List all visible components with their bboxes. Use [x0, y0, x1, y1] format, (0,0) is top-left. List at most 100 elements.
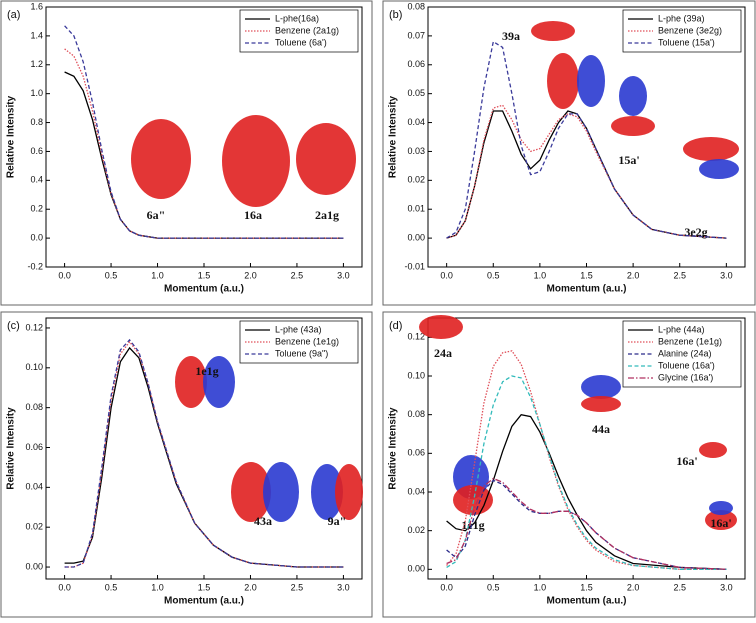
- orbital: [577, 55, 605, 107]
- x-tick-label: 0.0: [58, 270, 71, 280]
- orbital: [709, 501, 733, 515]
- x-tick-label: 2.0: [627, 582, 640, 592]
- panel-frame: [0, 0, 373, 306]
- orbital: [296, 123, 356, 195]
- legend-label: Benzene (2a1g): [275, 25, 339, 35]
- x-tick-label: 3.0: [337, 582, 350, 592]
- orbital-label: 24a: [434, 346, 452, 360]
- series-line: [64, 338, 344, 568]
- orbital: [699, 159, 739, 179]
- orbital-label: 2a1g: [315, 208, 339, 222]
- panel-label: (a): [7, 9, 20, 21]
- orbital: [705, 510, 737, 530]
- series-line: [64, 48, 344, 239]
- x-tick-label: 0.0: [440, 582, 453, 592]
- orbital: [581, 375, 621, 399]
- orbital: [547, 53, 579, 109]
- y-tick-label: 0.01: [407, 204, 425, 214]
- legend-box: [239, 9, 359, 53]
- x-tick-label: 1.0: [151, 582, 164, 592]
- y-axis-label: Relative Intensity: [388, 95, 399, 178]
- x-tick-label: 2.5: [291, 270, 304, 280]
- x-tick-label: 2.0: [244, 270, 257, 280]
- y-tick-label: 0.4: [30, 175, 43, 185]
- orbital: [453, 485, 493, 515]
- y-tick-label: 0.02: [407, 525, 425, 535]
- x-axis-label: Momentum (a.u.): [547, 596, 627, 607]
- y-tick-label: 1.0: [30, 88, 43, 98]
- orbital-label: 9a": [328, 514, 347, 528]
- orbital-label: 16a: [244, 208, 262, 222]
- legend-box: [622, 9, 742, 53]
- y-tick-label: 0.00: [407, 232, 425, 242]
- y-axis-label: Relative Intensity: [6, 95, 17, 178]
- orbital-label: 6a": [147, 208, 166, 222]
- orbital: [683, 137, 739, 161]
- orbital: [419, 315, 463, 339]
- orbital: [231, 462, 271, 522]
- x-tick-label: 1.0: [151, 270, 164, 280]
- y-axis-label: Relative Intensity: [388, 407, 399, 490]
- y-tick-label: 0.08: [25, 402, 43, 412]
- orbital: [311, 464, 343, 520]
- x-axis-label: Momentum (a.u.): [164, 284, 244, 295]
- x-tick-label: 2.5: [673, 270, 686, 280]
- x-axis-label: Momentum (a.u.): [164, 596, 244, 607]
- legend-label: Benzene (1e1g): [275, 336, 339, 346]
- orbital: [222, 115, 290, 207]
- y-tick-label: 0.0: [30, 232, 43, 242]
- legend-label: Benzene (3e2g): [658, 25, 722, 35]
- series-line: [446, 479, 727, 570]
- y-tick-label: 0.03: [407, 146, 425, 156]
- x-tick-label: 2.0: [627, 270, 640, 280]
- series-line: [446, 413, 727, 570]
- y-tick-label: 1.2: [30, 59, 43, 69]
- x-tick-label: 1.5: [580, 270, 593, 280]
- orbital: [611, 116, 655, 136]
- orbital-label: 39a: [502, 29, 520, 43]
- panel-label: (b): [389, 9, 402, 21]
- panel-frame: [382, 311, 756, 618]
- series-line: [64, 25, 344, 239]
- panel-frame: [0, 311, 373, 618]
- x-tick-label: 0.5: [487, 270, 500, 280]
- orbital: [531, 21, 575, 41]
- series-line: [446, 104, 727, 239]
- orbital-label: 43a: [254, 514, 272, 528]
- y-tick-label: 1.6: [30, 1, 43, 11]
- series-line: [446, 375, 727, 570]
- orbital-label: 1e1g: [195, 364, 218, 378]
- orbital-label: 16a': [676, 454, 697, 468]
- orbital: [203, 356, 235, 408]
- y-tick-label: 0.04: [25, 482, 43, 492]
- x-tick-label: 0.0: [58, 582, 71, 592]
- orbital: [263, 462, 299, 522]
- x-tick-label: 0.5: [105, 270, 118, 280]
- x-tick-label: 1.5: [198, 582, 211, 592]
- x-tick-label: 3.0: [720, 270, 733, 280]
- legend-label: Toluene (15a'): [658, 37, 715, 47]
- legend-box: [239, 320, 359, 364]
- x-tick-label: 2.5: [673, 582, 686, 592]
- y-tick-label: 0.00: [407, 564, 425, 574]
- x-tick-label: 1.0: [534, 270, 547, 280]
- y-tick-label: 0.04: [407, 486, 425, 496]
- y-tick-label: -0.2: [27, 261, 43, 271]
- legend-label: Glycine (16a'): [658, 372, 713, 382]
- x-tick-label: 0.0: [440, 270, 453, 280]
- legend-label: L-phe (43a): [275, 324, 322, 334]
- y-tick-label: 0.8: [30, 117, 43, 127]
- orbital-label: 16a': [710, 516, 731, 530]
- orbital: [131, 119, 191, 199]
- y-tick-label: 0.08: [407, 1, 425, 11]
- x-tick-label: 1.5: [198, 270, 211, 280]
- legend-label: Toluene (9a"): [275, 348, 328, 358]
- y-tick-label: 0.06: [407, 448, 425, 458]
- y-tick-label: 0.12: [407, 332, 425, 342]
- y-tick-label: 0.06: [25, 442, 43, 452]
- x-tick-label: 2.5: [291, 582, 304, 592]
- orbital: [699, 442, 727, 458]
- panel-frame: [382, 0, 756, 306]
- series-line: [446, 40, 727, 239]
- y-tick-label: 0.02: [407, 175, 425, 185]
